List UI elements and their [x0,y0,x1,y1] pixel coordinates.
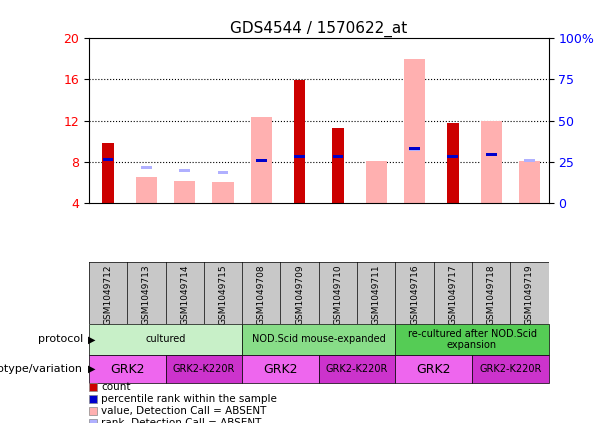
Text: GSM1049709: GSM1049709 [295,264,304,325]
Bar [519,161,540,203]
Bar [294,80,305,203]
Text: genotype/variation: genotype/variation [0,364,83,374]
Bar [447,123,459,203]
Text: GSM1049708: GSM1049708 [257,264,266,325]
Text: NOD.Scid mouse-expanded: NOD.Scid mouse-expanded [252,335,386,344]
Text: GSM1049714: GSM1049714 [180,264,189,324]
Bar [332,128,344,203]
Bar [409,148,420,151]
Text: GSM1049717: GSM1049717 [448,264,457,325]
Bar [242,355,319,383]
Bar [395,355,472,383]
Text: GRK2: GRK2 [416,363,451,376]
Bar [409,147,420,150]
Text: GRK2-K220R: GRK2-K220R [173,364,235,374]
Text: GSM1049710: GSM1049710 [333,264,343,325]
Bar [434,262,472,324]
Bar [89,262,128,324]
Text: rank, Detection Call = ABSENT: rank, Detection Call = ABSENT [101,418,262,423]
Text: GSM1049715: GSM1049715 [218,264,227,325]
Bar [242,324,395,355]
Bar [510,262,549,324]
Bar [242,262,281,324]
Bar [524,159,535,162]
Bar [447,155,458,158]
Bar [89,355,166,383]
Bar [472,262,510,324]
Text: GRK2: GRK2 [263,363,298,376]
Text: protocol: protocol [37,335,83,344]
Bar [251,116,272,203]
Title: GDS4544 / 1570622_at: GDS4544 / 1570622_at [230,20,408,37]
Text: GRK2: GRK2 [110,363,145,376]
Bar [179,169,190,172]
Text: GSM1049716: GSM1049716 [410,264,419,325]
Bar [141,166,151,169]
Bar [485,153,497,156]
Bar [166,262,204,324]
Bar [357,262,395,324]
Text: GRK2-K220R: GRK2-K220R [479,364,541,374]
Bar [472,355,549,383]
Bar [395,324,549,355]
Bar [102,143,114,203]
Text: GSM1049712: GSM1049712 [104,264,113,324]
Bar [136,178,157,203]
Bar [103,159,113,161]
Text: count: count [101,382,131,392]
Bar [395,262,434,324]
Bar [404,59,425,203]
Text: ▶: ▶ [88,335,95,344]
Bar [89,324,242,355]
Bar [204,262,242,324]
Text: re-cultured after NOD.Scid
expansion: re-cultured after NOD.Scid expansion [408,329,536,350]
Bar [481,121,501,203]
Bar [319,355,395,383]
Text: percentile rank within the sample: percentile rank within the sample [101,394,277,404]
Bar [128,262,166,324]
Text: GSM1049719: GSM1049719 [525,264,534,325]
Text: GRK2-K220R: GRK2-K220R [326,364,388,374]
Bar [319,262,357,324]
Bar [333,155,343,158]
Bar [294,155,305,158]
Bar [366,161,387,203]
Text: cultured: cultured [145,335,186,344]
Text: ▶: ▶ [88,364,95,374]
Text: GSM1049711: GSM1049711 [371,264,381,325]
Bar [218,171,228,174]
Text: GSM1049713: GSM1049713 [142,264,151,325]
Bar [174,181,195,203]
Bar [256,159,267,162]
Bar [166,355,242,383]
Bar [485,153,497,156]
Text: value, Detection Call = ABSENT: value, Detection Call = ABSENT [101,406,267,416]
Text: GSM1049718: GSM1049718 [487,264,496,325]
Bar [213,181,234,203]
Bar [281,262,319,324]
